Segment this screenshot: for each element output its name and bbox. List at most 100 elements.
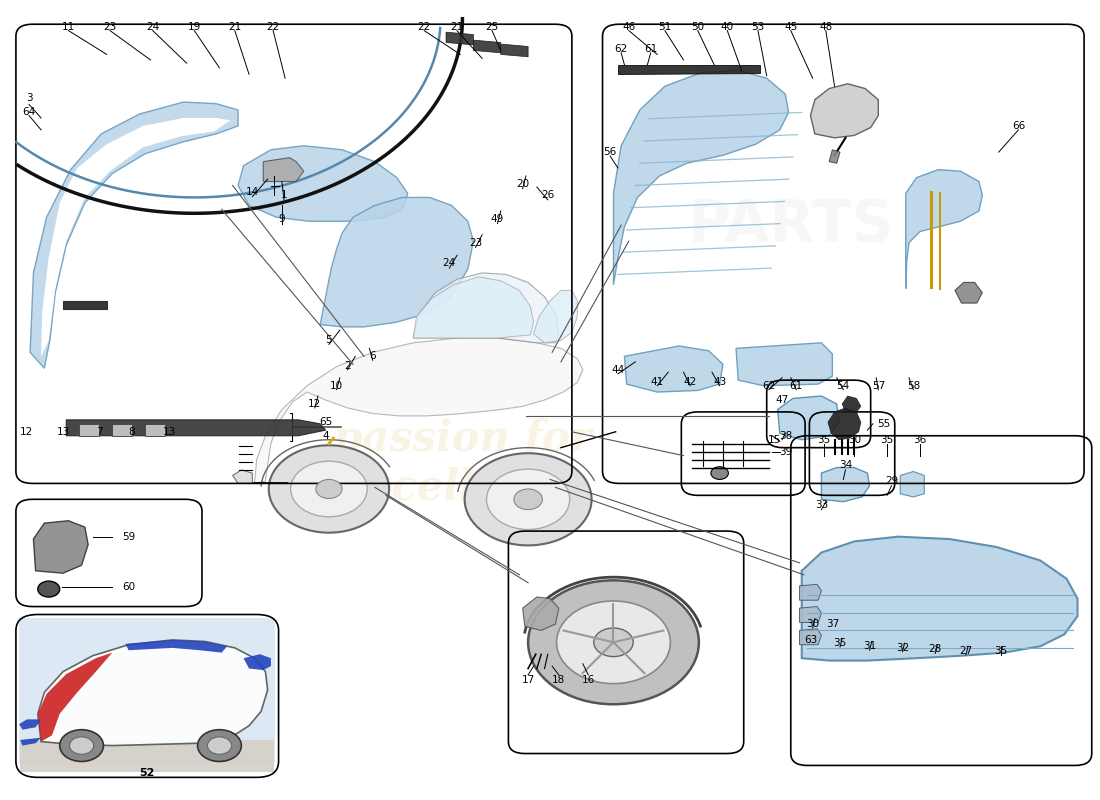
Text: 52: 52 — [140, 768, 155, 778]
PathPatch shape — [112, 424, 132, 436]
Text: 25: 25 — [485, 22, 498, 32]
Text: 40: 40 — [720, 22, 734, 32]
Text: PARTS: PARTS — [688, 197, 894, 254]
Text: passion for
excellence: passion for excellence — [333, 418, 592, 509]
Text: 21: 21 — [228, 22, 241, 32]
Text: 41: 41 — [650, 377, 664, 386]
Text: 51: 51 — [658, 22, 671, 32]
PathPatch shape — [778, 396, 839, 440]
PathPatch shape — [473, 40, 500, 53]
PathPatch shape — [800, 584, 822, 600]
Circle shape — [290, 461, 367, 517]
Text: 5: 5 — [326, 335, 332, 346]
Text: 55: 55 — [877, 419, 890, 429]
PathPatch shape — [905, 170, 982, 289]
Text: 37: 37 — [826, 619, 839, 629]
PathPatch shape — [822, 467, 870, 502]
Text: 22: 22 — [418, 22, 431, 32]
Circle shape — [208, 737, 231, 754]
Bar — [19, 618, 275, 763]
Text: 45: 45 — [784, 22, 798, 32]
PathPatch shape — [20, 618, 274, 740]
Text: 8: 8 — [129, 426, 135, 437]
Text: 24: 24 — [442, 258, 455, 268]
Text: 3: 3 — [25, 93, 32, 103]
Text: 10: 10 — [330, 381, 343, 390]
Text: 56: 56 — [604, 147, 617, 157]
PathPatch shape — [20, 738, 41, 746]
Text: 64: 64 — [22, 107, 35, 118]
PathPatch shape — [414, 277, 534, 338]
PathPatch shape — [37, 640, 267, 746]
Circle shape — [464, 454, 592, 546]
Text: 62: 62 — [615, 44, 628, 54]
Text: 14: 14 — [245, 187, 258, 197]
Text: 30: 30 — [806, 619, 820, 629]
Circle shape — [316, 479, 342, 498]
PathPatch shape — [254, 338, 583, 483]
PathPatch shape — [800, 629, 822, 645]
PathPatch shape — [79, 424, 99, 436]
Circle shape — [557, 601, 670, 684]
PathPatch shape — [30, 102, 238, 368]
Text: 2: 2 — [344, 361, 351, 371]
PathPatch shape — [125, 640, 227, 653]
Text: 31: 31 — [864, 642, 877, 651]
Text: 26: 26 — [541, 190, 554, 200]
Text: 35: 35 — [834, 638, 847, 648]
PathPatch shape — [614, 70, 789, 285]
Text: 27: 27 — [959, 646, 972, 656]
PathPatch shape — [829, 150, 840, 163]
PathPatch shape — [414, 273, 559, 342]
Text: 22: 22 — [266, 22, 279, 32]
Circle shape — [594, 628, 634, 657]
Text: 42: 42 — [683, 377, 696, 386]
PathPatch shape — [66, 420, 326, 436]
PathPatch shape — [41, 118, 230, 356]
Text: 12: 12 — [308, 399, 321, 409]
Text: 50: 50 — [691, 22, 704, 32]
Text: 16: 16 — [582, 674, 595, 685]
Text: 35: 35 — [817, 434, 830, 445]
PathPatch shape — [955, 282, 982, 303]
PathPatch shape — [33, 521, 88, 573]
Text: 19: 19 — [188, 22, 201, 32]
PathPatch shape — [828, 408, 861, 440]
Text: 38: 38 — [779, 430, 792, 441]
Text: 13: 13 — [56, 426, 69, 437]
Text: 1: 1 — [280, 190, 287, 200]
Text: 12: 12 — [20, 426, 33, 437]
Text: 66: 66 — [1012, 121, 1025, 131]
Text: 6: 6 — [370, 351, 376, 362]
Circle shape — [37, 581, 59, 597]
PathPatch shape — [320, 198, 473, 327]
Text: 32: 32 — [895, 643, 909, 653]
Circle shape — [486, 469, 570, 530]
PathPatch shape — [446, 32, 473, 45]
PathPatch shape — [19, 719, 41, 730]
Circle shape — [528, 580, 698, 704]
PathPatch shape — [800, 606, 822, 622]
Text: 46: 46 — [623, 22, 636, 32]
Text: 54: 54 — [837, 381, 850, 390]
Circle shape — [711, 466, 728, 479]
Circle shape — [198, 730, 241, 762]
PathPatch shape — [238, 146, 408, 222]
PathPatch shape — [802, 537, 1078, 661]
PathPatch shape — [20, 738, 274, 772]
Text: 34: 34 — [839, 460, 853, 470]
Text: 61: 61 — [790, 381, 803, 390]
Text: 61: 61 — [645, 44, 658, 54]
Circle shape — [268, 446, 389, 533]
Text: 58: 58 — [906, 381, 920, 390]
Text: 57: 57 — [871, 381, 886, 390]
PathPatch shape — [618, 65, 760, 74]
Text: 21: 21 — [450, 22, 463, 32]
Text: 18: 18 — [552, 674, 565, 685]
Text: 29: 29 — [884, 476, 898, 486]
Text: 24: 24 — [146, 22, 160, 32]
PathPatch shape — [500, 44, 528, 57]
PathPatch shape — [736, 342, 833, 386]
Text: 59: 59 — [122, 532, 135, 542]
Text: 17: 17 — [521, 674, 535, 685]
